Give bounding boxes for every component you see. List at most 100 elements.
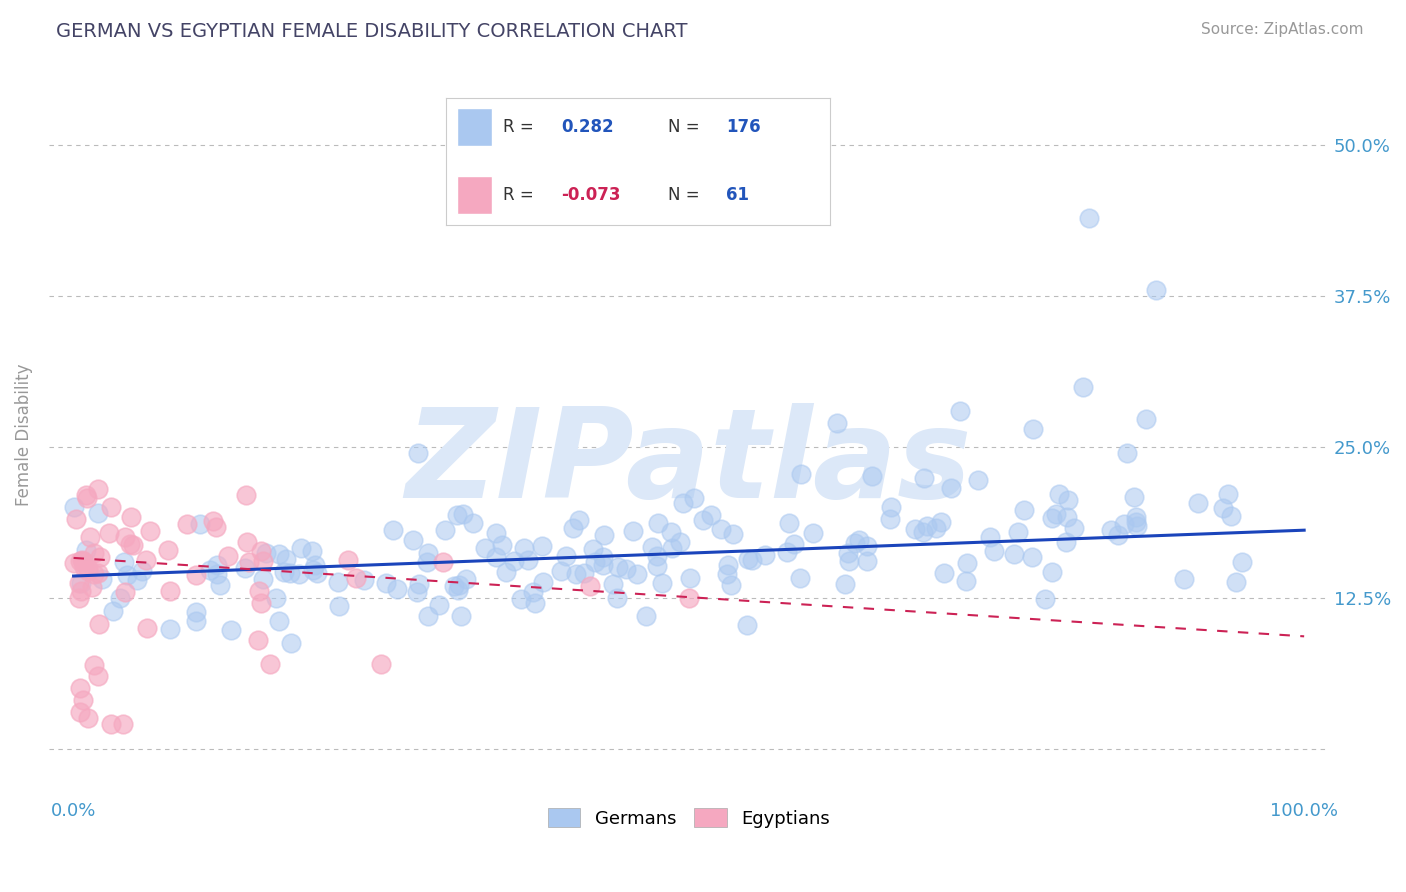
Point	[273, 565, 295, 579]
Point	[522, 585, 544, 599]
Point	[83, 547, 105, 561]
Point	[636, 608, 658, 623]
Point	[838, 554, 860, 568]
Point	[679, 571, 702, 585]
Point	[267, 614, 290, 628]
Point	[1125, 515, 1147, 529]
Point	[264, 591, 287, 605]
Point	[100, 717, 122, 731]
Point	[73, 559, 96, 574]
Point	[647, 516, 669, 531]
Point	[516, 552, 538, 566]
Point	[89, 549, 111, 564]
Point	[948, 403, 970, 417]
Point	[1063, 521, 1085, 535]
Point	[198, 563, 221, 577]
Point	[568, 513, 591, 527]
Point	[353, 573, 375, 587]
Point	[202, 514, 225, 528]
Point	[825, 416, 848, 430]
Point	[561, 521, 583, 535]
Point	[523, 596, 546, 610]
Point	[783, 537, 806, 551]
Point	[582, 542, 605, 557]
Point	[941, 481, 963, 495]
Point	[344, 571, 367, 585]
Point	[720, 578, 742, 592]
Point	[301, 543, 323, 558]
Point	[75, 542, 97, 557]
Point	[205, 566, 228, 581]
Point	[678, 591, 700, 605]
Point	[328, 599, 350, 614]
Point	[1135, 412, 1157, 426]
Point	[87, 482, 110, 496]
Point	[236, 534, 259, 549]
Point	[184, 567, 207, 582]
Point	[967, 473, 990, 487]
Point	[790, 467, 813, 482]
Point	[83, 657, 105, 672]
Point	[645, 559, 668, 574]
Point	[112, 554, 135, 568]
Point	[450, 609, 472, 624]
Point	[513, 541, 536, 556]
Point	[188, 516, 211, 531]
Text: Source: ZipAtlas.com: Source: ZipAtlas.com	[1201, 22, 1364, 37]
Point	[1126, 519, 1149, 533]
Point	[252, 572, 274, 586]
Point	[692, 513, 714, 527]
Point	[1107, 528, 1129, 542]
Point	[267, 547, 290, 561]
Point	[1022, 422, 1045, 436]
Point	[683, 491, 706, 506]
Point	[217, 549, 239, 564]
Point	[451, 507, 474, 521]
Point	[912, 525, 935, 540]
Point	[721, 527, 744, 541]
Point	[233, 561, 256, 575]
Point	[661, 541, 683, 555]
Point	[606, 560, 628, 574]
Point	[1173, 572, 1195, 586]
Point	[77, 564, 100, 578]
Point	[305, 566, 328, 581]
Point	[87, 669, 110, 683]
Point	[583, 555, 606, 569]
Point	[416, 608, 439, 623]
Point	[550, 564, 572, 578]
Point	[159, 583, 181, 598]
Point	[449, 577, 471, 591]
Point	[1123, 490, 1146, 504]
Point	[925, 521, 948, 535]
Point	[592, 549, 614, 564]
Point	[254, 546, 277, 560]
Point	[593, 528, 616, 542]
Point	[1146, 283, 1168, 297]
Point	[879, 512, 901, 526]
Point	[848, 533, 870, 548]
Point	[1187, 496, 1209, 510]
Point	[446, 508, 468, 522]
Point	[65, 511, 87, 525]
Point	[834, 577, 856, 591]
Point	[67, 575, 90, 590]
Point	[801, 526, 824, 541]
Point	[70, 584, 93, 599]
Point	[120, 537, 142, 551]
Point	[592, 558, 614, 573]
Point	[1225, 575, 1247, 590]
Point	[495, 565, 517, 579]
Point	[640, 540, 662, 554]
Point	[606, 591, 628, 605]
Point	[90, 573, 112, 587]
Point	[626, 567, 648, 582]
Point	[238, 555, 260, 569]
Point	[844, 536, 866, 550]
Point	[252, 553, 274, 567]
Point	[716, 566, 738, 581]
Point	[80, 580, 103, 594]
Point	[717, 558, 740, 573]
Point	[572, 566, 595, 581]
Point	[602, 576, 624, 591]
